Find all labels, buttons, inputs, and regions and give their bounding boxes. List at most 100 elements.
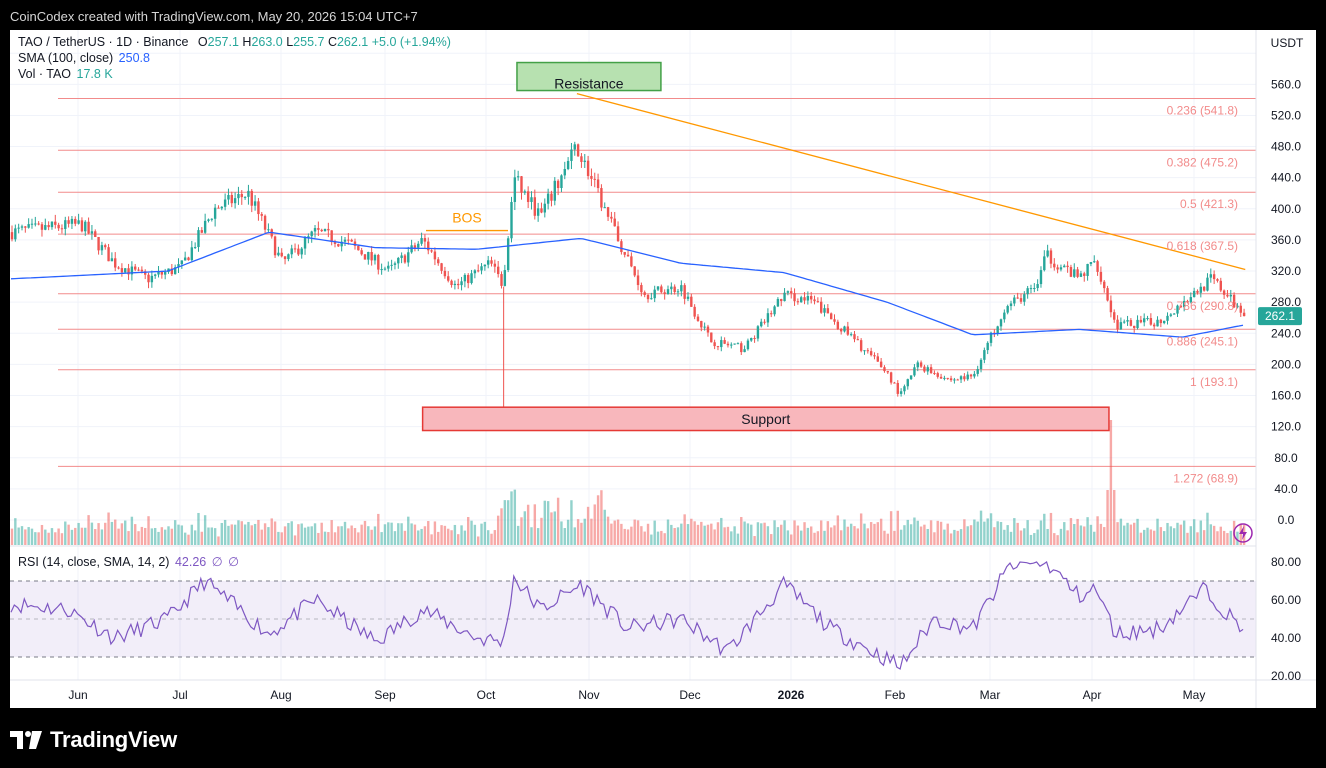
volume-bar [640, 526, 643, 545]
chart-svg[interactable]: Resistance Support BOS 0.236 (541.8) 0.38… [10, 30, 1316, 708]
volume-bar [963, 519, 966, 545]
rsi-axis[interactable]: 80.00 60.00 40.00 20.00 [1271, 555, 1301, 683]
time-axis[interactable]: Jun Jul Aug Sep Oct Nov Dec 2026 Feb Mar Apr May [68, 688, 1205, 702]
candle-body [756, 326, 760, 339]
candle-body [933, 372, 936, 374]
lightning-icon[interactable] [1233, 523, 1253, 543]
volume-bar [1136, 518, 1139, 545]
candle-body [397, 257, 400, 264]
volume-bar [780, 524, 783, 545]
volume-bar [70, 529, 74, 545]
legend-sma[interactable]: SMA (100, close) 250.8 [18, 51, 150, 65]
candle-body [307, 236, 310, 238]
volume-bar [919, 526, 923, 545]
candle-body [1179, 305, 1183, 308]
candle-body [187, 257, 190, 261]
time-tick-label: May [1183, 688, 1206, 702]
candle-body [1033, 288, 1036, 290]
candle-body [863, 350, 866, 352]
bos-marker[interactable]: BOS [426, 210, 508, 232]
volume-bar [400, 523, 403, 545]
rsi-tick-label: 20.00 [1271, 669, 1301, 683]
volume-bar [1206, 512, 1209, 545]
candle-body [297, 248, 300, 255]
candle-body [776, 299, 780, 307]
price-tick-label: 240.0 [1271, 326, 1301, 340]
candle-body [1016, 297, 1019, 299]
candle-body [1113, 312, 1116, 320]
trendline[interactable] [576, 93, 1246, 271]
volume-bar [87, 515, 90, 545]
candle-body [260, 214, 263, 216]
volume-bar [1113, 490, 1116, 545]
volume-bar [1069, 518, 1073, 545]
candle-body [496, 266, 500, 275]
volume-bar [217, 536, 220, 545]
candle-body [213, 207, 217, 219]
volume-bar [10, 528, 14, 545]
candle-body [1096, 261, 1099, 272]
volume-bar [520, 517, 523, 545]
candle-body [87, 221, 90, 234]
candle-body [490, 260, 493, 264]
candle-body [1166, 315, 1169, 321]
legend-rsi[interactable]: RSI (14, close, SMA, 14, 2) 42.26 ∅ ∅ [18, 555, 239, 569]
volume-bar [124, 520, 127, 545]
volume-bar [566, 519, 570, 545]
volume-bar [1202, 530, 1206, 545]
candle-body [906, 379, 909, 387]
candle-body [1226, 294, 1229, 297]
candle-body [889, 372, 893, 383]
volume-bar [1196, 532, 1199, 545]
volume-bar [553, 511, 556, 545]
volume-bar [630, 526, 633, 545]
candle-body [760, 321, 763, 327]
volume-bar [776, 527, 780, 545]
candle-body [40, 224, 44, 230]
volume-bar [313, 523, 317, 545]
volume-bar [470, 520, 473, 545]
volume-bar [523, 511, 527, 545]
volume-bar [250, 525, 253, 545]
legend-volume[interactable]: Vol · TAO 17.8 K [18, 67, 113, 81]
candle-body [630, 256, 633, 267]
volume-bar [1093, 531, 1096, 545]
volume-bar [213, 528, 217, 545]
support-zone[interactable]: Support [421, 406, 1110, 432]
volume-bar [167, 526, 170, 545]
legend-symbol[interactable]: TAO / TetherUS · 1D · Binance O257.1 H26… [18, 35, 451, 49]
candle-body [556, 180, 560, 189]
volume-bar [1006, 525, 1009, 545]
candle-body [586, 160, 590, 176]
candle-body [523, 191, 527, 193]
candle-body [400, 255, 403, 258]
volume-bar [696, 524, 700, 545]
candle-body [223, 199, 227, 207]
volume-bar [839, 530, 843, 545]
volume-bar [866, 528, 870, 545]
candle-body [37, 223, 40, 225]
volume-bar [343, 521, 347, 545]
currency-label[interactable]: USDT [1271, 36, 1304, 50]
volume-bar [576, 519, 580, 545]
candle-body [1236, 305, 1239, 308]
candle-body [959, 376, 963, 380]
candle-body [999, 319, 1003, 327]
candle-body [200, 230, 204, 233]
candle-body [843, 326, 846, 332]
candle-body [480, 266, 483, 271]
volume-bar [526, 504, 530, 545]
candle-body [780, 299, 783, 302]
candle-body [816, 301, 820, 303]
resistance-zone[interactable]: Resistance [516, 61, 662, 92]
candle-body [566, 160, 570, 169]
candle-body [1103, 281, 1106, 289]
price-axis[interactable]: 560.0 520.0 480.0 440.0 400.0 360.0 320.0 280.0… [1271, 77, 1301, 527]
candle-body [916, 362, 919, 368]
candle-body [57, 224, 60, 229]
candle-body [427, 241, 430, 251]
volume-bar [913, 517, 916, 545]
candle-body [247, 190, 250, 197]
candle-body [64, 220, 67, 229]
chart-panel[interactable]: Resistance Support BOS 0.236 (541.8) 0.38… [10, 30, 1316, 708]
